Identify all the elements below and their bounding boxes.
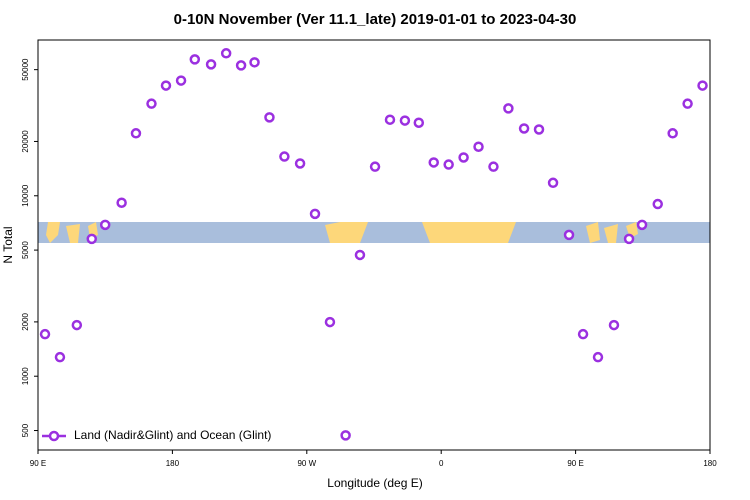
y-tick-label: 50000 [21, 58, 30, 81]
map-band [38, 222, 710, 243]
point [39, 328, 51, 340]
legend-label: Land (Nadir&Glint) and Ocean (Glint) [74, 428, 271, 442]
chart-title: 0-10N November (Ver 11.1_late) 2019-01-0… [174, 11, 577, 28]
point [160, 80, 172, 91]
point [384, 114, 396, 125]
y-tick-label: 5000 [21, 241, 30, 259]
point [86, 233, 98, 245]
x-tick-label: 90 W [297, 459, 316, 468]
plot-frame [37, 39, 711, 451]
point [71, 319, 83, 331]
point [636, 219, 648, 231]
point [369, 161, 381, 172]
point [503, 103, 514, 114]
y-tick-label: 20000 [21, 130, 30, 153]
point [533, 124, 545, 135]
y-tick-label: 500 [21, 423, 30, 437]
point [667, 128, 678, 139]
y-tick-label: 2000 [21, 312, 30, 330]
point [592, 351, 604, 363]
point [652, 198, 663, 210]
point [697, 80, 708, 91]
y-axis-label: N Total [1, 226, 15, 263]
point [577, 328, 589, 340]
point [175, 75, 187, 86]
point [563, 229, 575, 241]
point [340, 430, 351, 441]
point [54, 351, 66, 363]
point [294, 158, 306, 169]
x-tick-label: 0 [439, 459, 444, 468]
point [189, 54, 201, 65]
x-tick-label: 90 E [567, 459, 583, 468]
point [354, 249, 366, 261]
legend-marker [48, 430, 60, 442]
point [682, 98, 693, 109]
point [249, 57, 260, 68]
point [309, 208, 321, 220]
point [547, 177, 559, 189]
point [473, 141, 484, 152]
point [220, 48, 232, 59]
y-tick-label: 10000 [21, 184, 30, 207]
point [608, 319, 620, 331]
point [428, 157, 439, 168]
point [443, 159, 454, 170]
point [205, 59, 217, 70]
x-axis-label: Longitude (deg E) [327, 476, 422, 490]
point [623, 233, 635, 245]
point [264, 112, 275, 123]
point [399, 115, 411, 126]
point [518, 123, 530, 134]
y-tick-label: 1000 [21, 367, 30, 385]
point [235, 60, 247, 71]
point [146, 98, 157, 109]
point [99, 219, 111, 231]
point [279, 151, 290, 162]
point [324, 316, 336, 328]
point [488, 161, 499, 172]
x-tick-label: 180 [703, 459, 717, 468]
x-tick-label: 180 [166, 459, 180, 468]
point [458, 152, 469, 163]
point [116, 197, 127, 208]
x-tick-label: 90 E [30, 459, 46, 468]
point [413, 117, 425, 128]
point [130, 128, 142, 139]
